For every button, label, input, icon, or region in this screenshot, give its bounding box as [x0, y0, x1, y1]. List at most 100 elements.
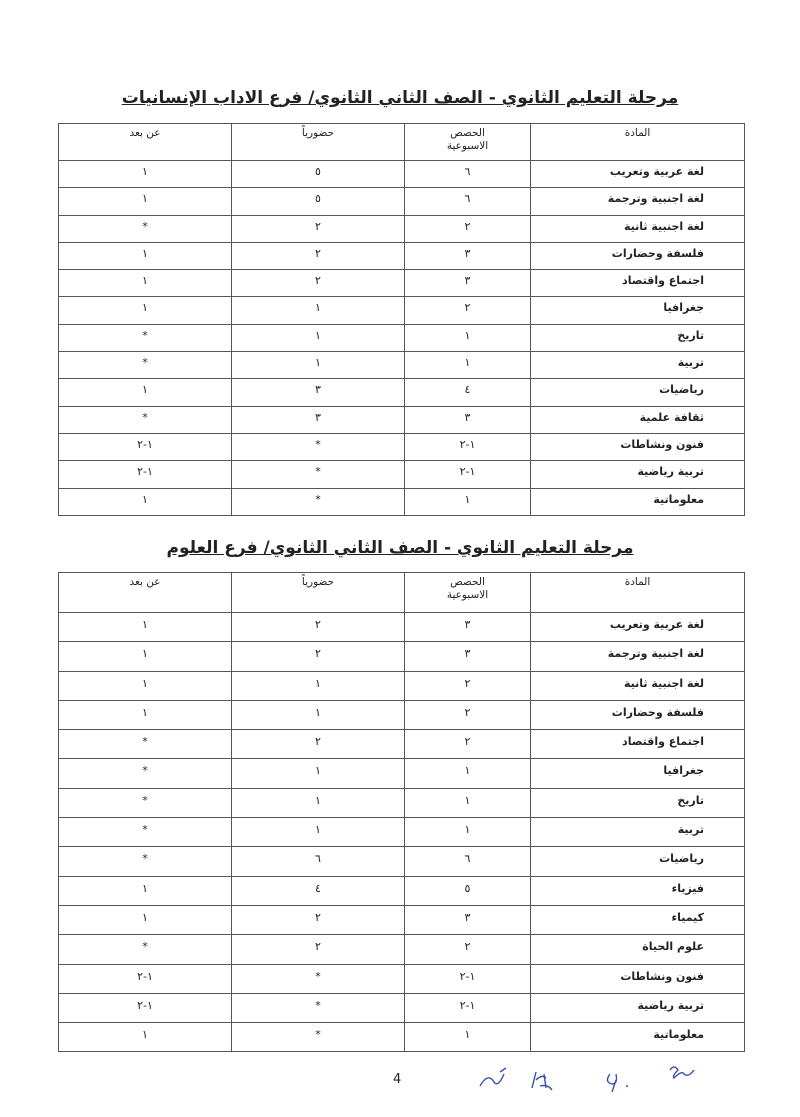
header-weekly-periods: الحصص الاسبوعية — [404, 572, 531, 613]
cell-weekly-periods: ٦ — [404, 846, 531, 877]
cell-subject: جغرافيا — [530, 296, 745, 325]
cell-in-person: ٢ — [231, 241, 405, 271]
cell-remote: * — [58, 729, 232, 760]
cell-subject: كيمياء — [530, 904, 745, 936]
cell-weekly-periods: ٣ — [404, 641, 531, 672]
cell-remote: ١ — [58, 670, 232, 701]
cell-in-person: ٥ — [231, 159, 405, 189]
cell-in-person: * — [231, 460, 405, 489]
cell-remote: * — [58, 934, 232, 965]
cell-subject: فلسفة وحضارات — [530, 241, 745, 271]
cell-remote: ١ — [58, 611, 232, 643]
cell-subject: رياضيات — [530, 846, 745, 877]
cell-weekly-periods: ١ — [404, 487, 531, 516]
table-row: فنون ونشاطات ١-٢ * ١-٢ — [58, 432, 745, 462]
header-weekly-periods: الحصص الاسبوعية — [404, 123, 531, 161]
table-row: اجتماع واقتصاد ٢ ٢ * — [58, 729, 745, 760]
cell-in-person: ٢ — [231, 269, 405, 298]
cell-remote: ١ — [58, 378, 232, 407]
cell-remote: ١ — [58, 487, 232, 516]
cell-in-person: * — [231, 1022, 405, 1053]
header-weekly-periods-line1: الحصص — [450, 576, 485, 588]
header-weekly-periods-line1: الحصص — [450, 127, 485, 139]
cell-subject: معلوماتية — [530, 487, 745, 516]
cell-in-person: ١ — [231, 758, 405, 789]
cell-in-person: ٤ — [231, 875, 405, 906]
table-header-row: المادة الحصص الاسبوعية حضورياً عن بعد — [58, 572, 745, 613]
cell-in-person: ٥ — [231, 187, 405, 216]
cell-in-person: ١ — [231, 323, 405, 353]
table-row: فنون ونشاطات ١-٢ * ١-٢ — [58, 963, 745, 994]
cell-remote: ١ — [58, 875, 232, 906]
cell-subject: تاريخ — [530, 323, 745, 353]
header-subject: المادة — [530, 572, 745, 613]
cell-remote: * — [58, 214, 232, 243]
cell-remote: ١-٢ — [58, 432, 232, 462]
table-header-row: المادة الحصص الاسبوعية حضورياً عن بعد — [58, 123, 745, 161]
cell-in-person: ١ — [231, 351, 405, 380]
cell-remote: ١ — [58, 241, 232, 271]
cell-subject: لغة اجنبية وترجمة — [530, 187, 745, 216]
cell-remote: ١ — [58, 269, 232, 298]
table-row: لغة اجنبية وترجمة ٣ ٢ ١ — [58, 641, 745, 672]
cell-in-person: ٦ — [231, 846, 405, 877]
cell-weekly-periods: ١-٢ — [404, 992, 531, 1024]
cell-in-person: * — [231, 992, 405, 1024]
header-remote: عن بعد — [58, 123, 232, 161]
cell-weekly-periods: ٢ — [404, 729, 531, 760]
cell-in-person: * — [231, 487, 405, 516]
cell-remote: * — [58, 817, 232, 848]
cell-weekly-periods: ١-٢ — [404, 460, 531, 489]
cell-weekly-periods: ٢ — [404, 670, 531, 701]
header-in-person: حضورياً — [231, 123, 405, 161]
cell-in-person: ١ — [231, 296, 405, 325]
table-row: تاريخ ١ ١ * — [58, 323, 745, 353]
cell-remote: * — [58, 351, 232, 380]
cell-weekly-periods: ٢ — [404, 296, 531, 325]
table-row: تاريخ ١ ١ * — [58, 787, 745, 819]
cell-weekly-periods: ٦ — [404, 159, 531, 189]
table-row: كيمياء ٣ ٢ ١ — [58, 904, 745, 936]
cell-in-person: * — [231, 432, 405, 462]
cell-remote: * — [58, 758, 232, 789]
table-row: لغة اجنبية ثانية ٢ ١ ١ — [58, 670, 745, 701]
cell-remote: ١-٢ — [58, 992, 232, 1024]
table-row: علوم الحياة ٢ ٢ * — [58, 934, 745, 965]
cell-remote: ١ — [58, 159, 232, 189]
cell-subject: تربية رياضية — [530, 992, 745, 1024]
header-subject: المادة — [530, 123, 745, 161]
cell-subject: فلسفة وحضارات — [530, 699, 745, 731]
cell-in-person: ٢ — [231, 214, 405, 243]
cell-in-person: ٢ — [231, 729, 405, 760]
cell-subject: اجتماع واقتصاد — [530, 729, 745, 760]
page-number: 4 — [393, 1072, 402, 1087]
cell-weekly-periods: ٥ — [404, 875, 531, 906]
cell-weekly-periods: ١ — [404, 351, 531, 380]
table-row: فلسفة وحضارات ٢ ١ ١ — [58, 699, 745, 731]
cell-remote: ١ — [58, 904, 232, 936]
table-row: ثقافة علمية ٣ ٣ * — [58, 405, 745, 434]
header-in-person: حضورياً — [231, 572, 405, 613]
cell-subject: جغرافيا — [530, 758, 745, 789]
table-row: لغة عربية وتعريب ٣ ٢ ١ — [58, 611, 745, 643]
cell-weekly-periods: ١ — [404, 787, 531, 819]
sciences-schedule-table: المادة الحصص الاسبوعية حضورياً عن بعد لغة… — [58, 572, 745, 1053]
cell-subject: فنون ونشاطات — [530, 432, 745, 462]
cell-weekly-periods: ٢ — [404, 699, 531, 731]
cell-in-person: ٢ — [231, 904, 405, 936]
cell-subject: علوم الحياة — [530, 934, 745, 965]
cell-weekly-periods: ١ — [404, 758, 531, 789]
table-row: فلسفة وحضارات ٣ ٢ ١ — [58, 241, 745, 271]
cell-weekly-periods: ٣ — [404, 241, 531, 271]
cell-subject: لغة عربية وتعريب — [530, 159, 745, 189]
table-row: معلوماتية ١ * ١ — [58, 487, 745, 516]
cell-remote: * — [58, 846, 232, 877]
cell-remote: ١ — [58, 699, 232, 731]
cell-remote: ١-٢ — [58, 963, 232, 994]
table-row: معلوماتية ١ * ١ — [58, 1022, 745, 1053]
header-weekly-periods-line2: الاسبوعية — [446, 140, 489, 152]
section-title-humanities: مرحلة التعليم الثانوي - الصف الثاني الثا… — [121, 88, 679, 108]
cell-in-person: ٣ — [231, 378, 405, 407]
cell-in-person: ٣ — [231, 405, 405, 434]
table-row: تربية ١ ١ * — [58, 351, 745, 380]
